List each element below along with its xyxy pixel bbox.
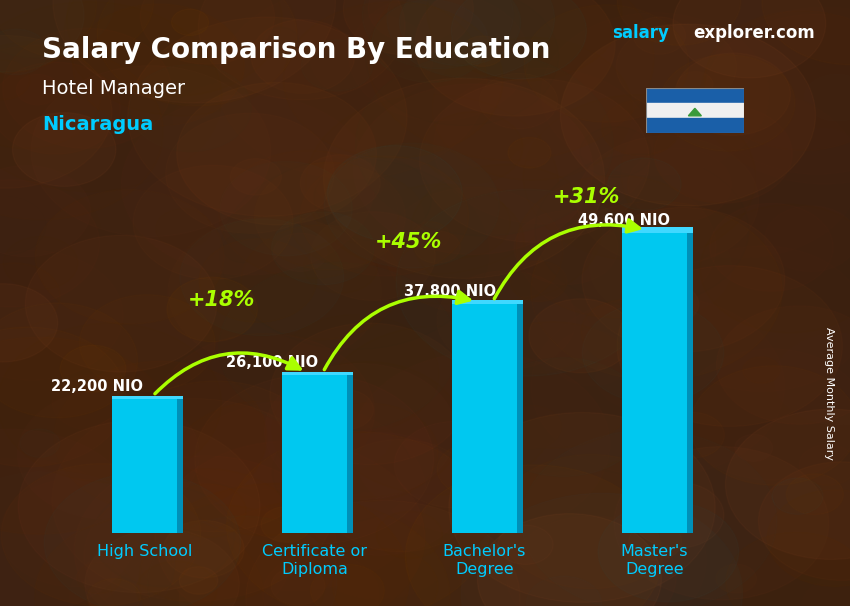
Text: Average Monthly Salary: Average Monthly Salary [824,327,834,461]
Text: explorer.com: explorer.com [693,24,814,42]
FancyBboxPatch shape [282,375,347,533]
FancyBboxPatch shape [177,399,184,533]
Text: +31%: +31% [552,187,620,207]
Bar [646,88,744,103]
Text: +45%: +45% [374,232,442,253]
FancyBboxPatch shape [112,396,184,399]
FancyBboxPatch shape [347,375,354,533]
Bar [646,118,744,133]
FancyBboxPatch shape [452,300,524,304]
Text: Nicaragua: Nicaragua [42,115,154,134]
FancyBboxPatch shape [622,233,687,533]
Text: +18%: +18% [187,290,255,310]
Text: 22,200 NIO: 22,200 NIO [51,379,143,394]
FancyBboxPatch shape [112,399,177,533]
FancyBboxPatch shape [282,372,354,375]
Text: salary: salary [612,24,669,42]
FancyBboxPatch shape [452,304,517,533]
FancyBboxPatch shape [687,233,694,533]
FancyBboxPatch shape [622,227,694,233]
Text: 26,100 NIO: 26,100 NIO [226,355,318,370]
Text: 49,600 NIO: 49,600 NIO [578,213,670,228]
Bar [646,103,744,118]
Polygon shape [688,108,701,116]
FancyBboxPatch shape [517,304,524,533]
Text: 37,800 NIO: 37,800 NIO [405,284,496,299]
Text: Salary Comparison By Education: Salary Comparison By Education [42,36,551,64]
Text: Hotel Manager: Hotel Manager [42,79,185,98]
